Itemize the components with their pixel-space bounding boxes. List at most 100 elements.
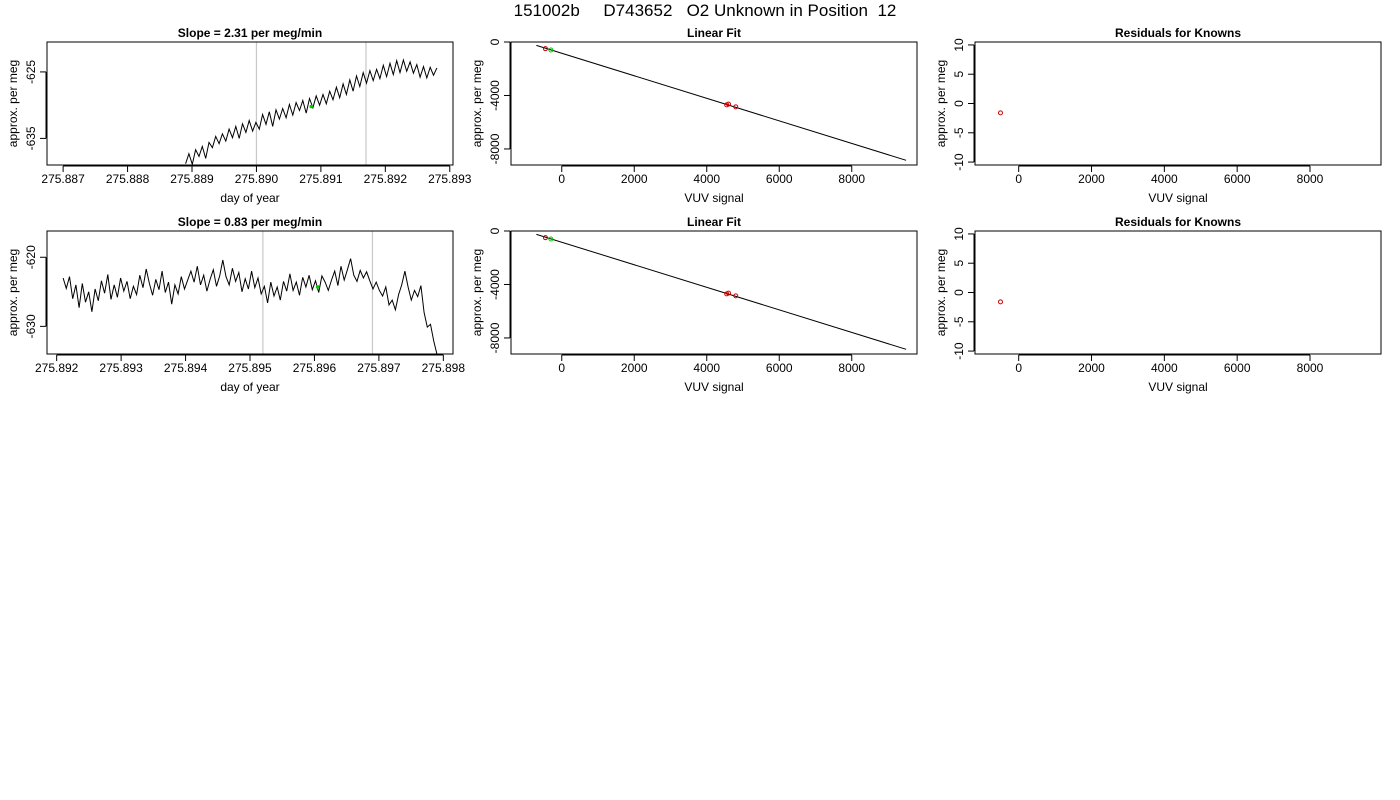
x-tick-label: 2000 [1078, 172, 1105, 186]
y-tick-label: -4000 [488, 269, 502, 300]
chart-title: Linear Fit [687, 26, 741, 40]
y-tick-label: 0 [488, 38, 502, 45]
y-tick-label: 0 [952, 289, 966, 296]
x-tick-label: 275.888 [106, 172, 150, 186]
data-point [997, 299, 1003, 305]
data-point [726, 101, 731, 107]
x-tick-label: 275.892 [35, 361, 79, 375]
y-tick-label: -630 [24, 314, 38, 338]
plot-frame [974, 41, 1382, 166]
x-tick-label: 2000 [621, 172, 648, 186]
x-tick-label: 275.892 [364, 172, 408, 186]
chart-6: Residuals for Knowns 0 2000 4000 6000 8000 VUV… [934, 215, 1382, 394]
x-axis-label: day of year [220, 191, 279, 205]
plot-data [536, 233, 907, 350]
y-tick-label: 10 [952, 227, 966, 241]
y-tick-label: -620 [24, 245, 38, 269]
x-tick-label: 2000 [621, 361, 648, 375]
data-point [548, 47, 554, 53]
y-tick-label: -8000 [488, 322, 502, 353]
plot-frame [510, 230, 918, 355]
y-tick-label: -10 [952, 153, 966, 171]
y-axis-label: approx. per meg [6, 249, 20, 336]
highlight-point [309, 104, 314, 109]
x-tick-label: 4000 [1151, 361, 1178, 375]
x-tick-label: 275.887 [41, 172, 85, 186]
x-tick-label: 275.893 [428, 172, 472, 186]
y-axis-label: approx. per meg [934, 249, 948, 336]
x-tick-label: 275.890 [235, 172, 279, 186]
y-tick-label: 0 [488, 227, 502, 234]
plot-data [997, 299, 1003, 305]
y-axis-label: approx. per meg [470, 249, 484, 336]
x-tick-label: 4000 [693, 361, 720, 375]
chart-title: Slope = 2.31 per meg/min [178, 26, 322, 40]
highlight-point [315, 285, 320, 289]
plot-frame [46, 230, 454, 355]
y-axis-label: approx. per meg [6, 60, 20, 147]
chart-title: Residuals for Knowns [1115, 26, 1241, 40]
x-tick-label: 275.891 [299, 172, 343, 186]
y-tick-label: -625 [24, 60, 38, 84]
data-point [548, 236, 554, 242]
fit-line [536, 44, 907, 161]
x-axis-label: VUV signal [684, 380, 743, 394]
chart-title: Residuals for Knowns [1115, 215, 1241, 229]
x-tick-label: 4000 [1151, 172, 1178, 186]
data-point [726, 290, 731, 296]
y-tick-label: -4000 [488, 80, 502, 111]
x-tick-label: 275.894 [164, 361, 208, 375]
plot-data [536, 44, 907, 161]
x-tick-label: 8000 [838, 361, 865, 375]
y-tick-label: -5 [952, 127, 966, 138]
x-tick-label: 6000 [1224, 361, 1251, 375]
x-tick-label: 275.893 [99, 361, 143, 375]
data-point [542, 235, 548, 241]
x-axis-label: VUV signal [684, 191, 743, 205]
y-axis-label: approx. per meg [934, 60, 948, 147]
chart-title: Linear Fit [687, 215, 741, 229]
y-axis-label: approx. per meg [470, 60, 484, 147]
plot-frame [46, 41, 454, 166]
x-tick-label: 275.895 [228, 361, 272, 375]
x-tick-label: 6000 [766, 172, 793, 186]
plot-frame [510, 41, 918, 166]
data-point [542, 46, 548, 52]
x-tick-label: 6000 [766, 361, 793, 375]
x-tick-label: 4000 [693, 172, 720, 186]
chart-1: Slope = 2.31 per meg/min 275.887 275.888 27… [6, 26, 472, 205]
plot-data [997, 110, 1003, 116]
x-tick-label: 275.897 [357, 361, 401, 375]
plot-data [185, 58, 438, 165]
y-tick-label: -8000 [488, 133, 502, 164]
chart-2: Linear Fit 0 2000 4000 6000 8000 VUV signal 0 -4… [470, 26, 918, 205]
chart-3: Residuals for Knowns 0 2000 4000 6000 8000 VUV… [934, 26, 1382, 205]
plot-data [62, 258, 438, 354]
data-point [997, 110, 1003, 116]
y-tick-label: -635 [24, 126, 38, 150]
x-tick-label: 8000 [838, 172, 865, 186]
x-tick-label: 0 [558, 361, 565, 375]
x-tick-label: 8000 [1297, 361, 1324, 375]
x-tick-label: 6000 [1224, 172, 1251, 186]
x-axis-label: day of year [220, 380, 279, 394]
y-tick-label: 5 [952, 71, 966, 78]
x-axis-label: VUV signal [1148, 380, 1207, 394]
data-point [733, 104, 739, 110]
x-tick-label: 275.889 [170, 172, 214, 186]
x-tick-label: 2000 [1078, 361, 1105, 375]
x-tick-label: 275.896 [293, 361, 337, 375]
y-tick-label: 5 [952, 260, 966, 267]
series-line [185, 58, 438, 165]
series-line [62, 258, 438, 354]
x-axis-label: VUV signal [1148, 191, 1207, 205]
y-tick-label: 10 [952, 38, 966, 52]
y-tick-label: -5 [952, 316, 966, 327]
x-tick-label: 0 [1015, 361, 1022, 375]
x-tick-label: 8000 [1297, 172, 1324, 186]
x-tick-label: 0 [558, 172, 565, 186]
page-title: 151002b D743652 O2 Unknown in Position 1… [513, 1, 897, 20]
y-tick-label: 0 [952, 100, 966, 107]
plot-frame [974, 230, 1382, 355]
